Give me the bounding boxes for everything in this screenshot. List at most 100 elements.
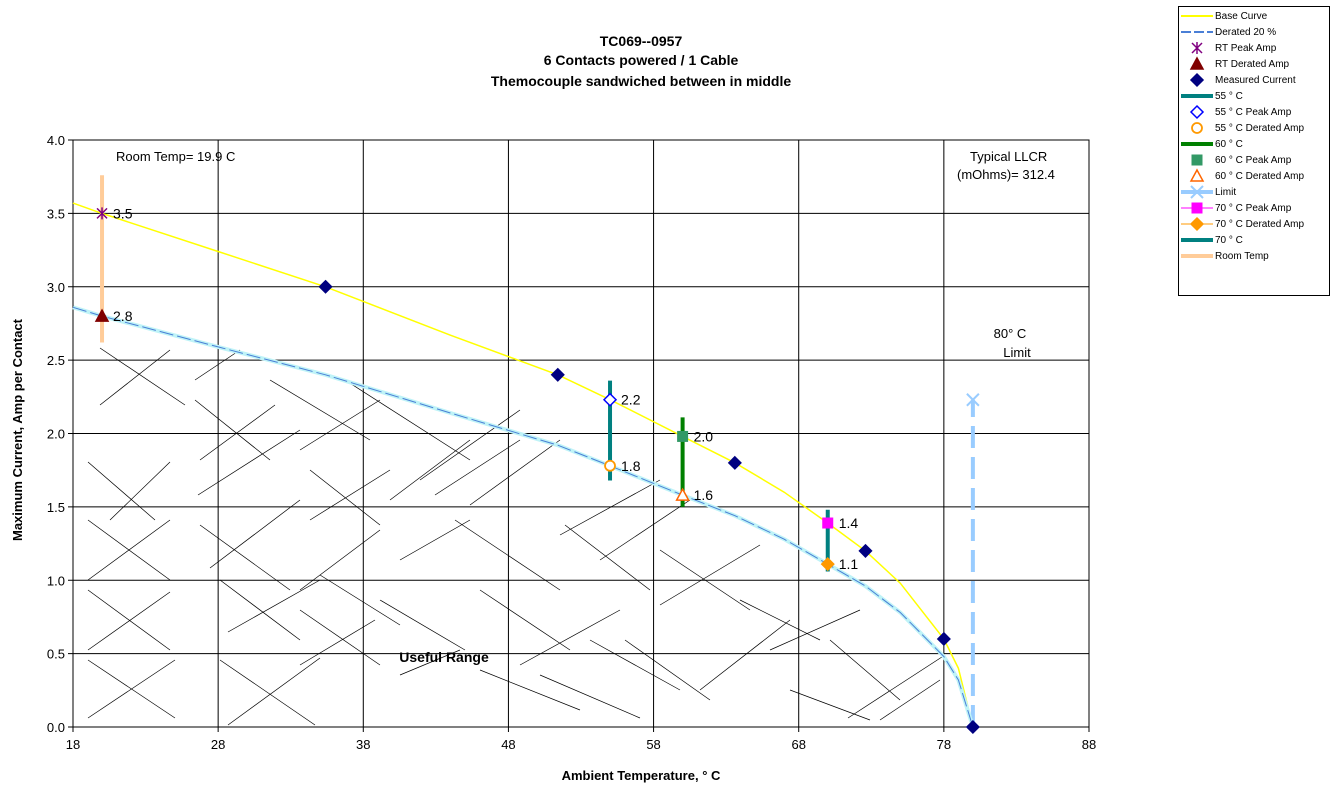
legend-marker (1189, 104, 1205, 120)
legend-label: 70 ° C Derated Amp (1215, 218, 1305, 230)
series-line-base-curve (72, 202, 974, 728)
hatch-line (564, 524, 651, 591)
legend-label: Room Temp (1215, 250, 1269, 262)
hatch-line (659, 544, 761, 606)
hatch-line (624, 639, 711, 701)
useful-range-hatching (87, 347, 946, 726)
legend-swatch (1181, 31, 1213, 33)
hatch-line (344, 379, 471, 461)
legend-item: 70 ° C Derated Amp (1179, 216, 1329, 232)
hatch-line (519, 609, 621, 666)
legend-item: 55 ° C Peak Amp (1179, 104, 1329, 120)
hatch-line (87, 461, 156, 521)
hatch-line (87, 659, 176, 719)
y-tick-label: 0.5 (47, 647, 65, 662)
legend-swatch (1189, 168, 1205, 182)
hatch-line (199, 404, 276, 461)
hatch-line (479, 589, 571, 651)
legend-item: 70 ° C (1179, 232, 1329, 248)
x-tick-label: 58 (646, 737, 660, 752)
y-tick-label: 3.0 (47, 280, 65, 295)
y-axis-title: Maximum Current, Amp per Contact (10, 318, 25, 541)
hatch-line (309, 469, 391, 521)
legend-item: 60 ° C (1179, 136, 1329, 152)
point-measured-current (858, 543, 873, 558)
legend-marker (1191, 42, 1203, 54)
x-tick-label: 28 (211, 737, 225, 752)
legend-swatch (1191, 122, 1203, 134)
legend-label: 55 ° C Peak Amp (1215, 106, 1292, 118)
legend-item: 55 ° C Derated Amp (1179, 120, 1329, 136)
limit-marker-x (966, 393, 980, 407)
legend-label: RT Peak Amp (1215, 42, 1277, 54)
legend-item: 60 ° C Derated Amp (1179, 168, 1329, 184)
legend-item: Limit (1179, 184, 1329, 200)
legend-label: 55 ° C Derated Amp (1215, 122, 1305, 134)
hatch-line (589, 639, 681, 691)
legend-label: 70 ° C (1215, 234, 1243, 246)
legend-label: RT Derated Amp (1215, 58, 1290, 70)
legend-label: Limit (1215, 186, 1237, 198)
legend-item: RT Derated Amp (1179, 56, 1329, 72)
legend-marker (1189, 216, 1205, 232)
hatch-line (194, 349, 241, 381)
hatch-line (99, 349, 171, 406)
legend-swatch (1189, 72, 1205, 88)
gridlines (68, 139, 1090, 732)
point-70-c-peak-amp (822, 517, 834, 529)
data-label: 1.1 (839, 556, 859, 572)
legend-marker (1191, 202, 1203, 214)
y-tick-label: 3.5 (47, 206, 65, 221)
data-labels: 3.5 2.8 2.2 1.8 2.0 1.6 1.4 1.1 (113, 205, 858, 572)
data-label: 2.8 (113, 308, 133, 324)
hatch-line (197, 429, 301, 496)
hatch-line (479, 669, 581, 711)
hatch-line (469, 439, 561, 506)
legend-swatch (1181, 185, 1213, 199)
legend-swatch (1181, 254, 1213, 258)
hatch-line (847, 654, 946, 719)
x-tick-label: 18 (66, 737, 80, 752)
legend-swatch (1181, 202, 1213, 214)
hatch-line (599, 499, 691, 561)
hatch-line (829, 639, 901, 701)
hatch-line (559, 479, 661, 536)
point-55-c-derated-amp (604, 459, 616, 472)
y-tick-label: 4.0 (47, 133, 65, 148)
legend-label: Base Curve (1215, 10, 1268, 22)
hatch-line (299, 399, 381, 451)
y-tick-label: 2.5 (47, 353, 65, 368)
data-label: 1.8 (621, 458, 641, 474)
limit-annotation-line-1: 80° C (994, 326, 1027, 341)
hatch-line (109, 461, 171, 521)
chart-title-line-2: 6 Contacts powered / 1 Cable (544, 52, 739, 68)
series-line-derated-20 (72, 306, 974, 728)
x-axis-title: Ambient Temperature, ° C (562, 768, 721, 783)
data-label: 1.4 (839, 515, 859, 531)
hatch-line (539, 674, 641, 719)
hatch-line (299, 529, 381, 591)
hatch-line (379, 599, 466, 651)
hatch-line (434, 439, 521, 496)
legend-swatch (1181, 15, 1213, 17)
y-tick-label: 1.0 (47, 573, 65, 588)
legend-label: 60 ° C Peak Amp (1215, 154, 1292, 166)
hatch-line (309, 469, 381, 526)
hatch-line (659, 549, 751, 611)
legend-marker (1189, 168, 1205, 182)
hatch-line (194, 399, 271, 461)
hatch-line (299, 619, 376, 666)
legend-swatch (1189, 104, 1205, 120)
legend-label: 70 ° C Peak Amp (1215, 202, 1292, 214)
y-tick-label: 2.0 (47, 427, 65, 442)
legend-label: 55 ° C (1215, 90, 1243, 102)
data-label: 3.5 (113, 205, 133, 221)
chart-title-line-1: TC069--0957 (600, 33, 683, 49)
hatch-line (87, 589, 171, 651)
legend-marker (1189, 72, 1205, 88)
legend-item: Room Temp (1179, 248, 1329, 264)
legend-label: Measured Current (1215, 74, 1296, 86)
room-temp-annotation: Room Temp= 19.9 C (116, 149, 235, 164)
legend-swatch (1191, 42, 1203, 54)
